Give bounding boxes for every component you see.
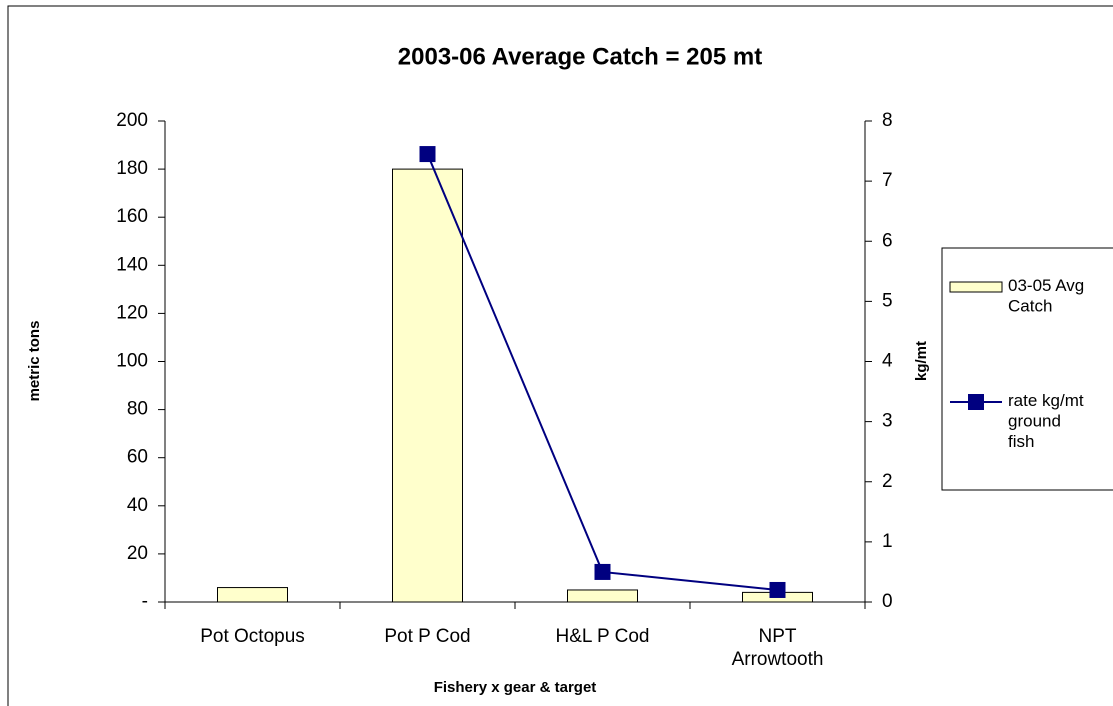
line-marker [594,563,611,580]
legend-label: rate kg/mt ground fish [1008,391,1084,451]
y2-axis-label: kg/mt [913,341,930,381]
y2-tick-label: 7 [882,170,893,191]
x-tick-label: Pot Octopus [200,626,305,647]
line-marker [419,146,436,163]
bar [392,168,463,603]
legend-label: 03-05 Avg Catch [1008,276,1084,315]
x-axis-label: Fishery x gear & target [434,679,597,696]
chart-title: 2003-06 Average Catch = 205 mt [398,43,762,70]
y2-tick-label: 0 [882,591,893,612]
y2-tick-label: 1 [882,531,893,552]
y2-tick-label: 3 [882,411,893,432]
line-marker [769,581,786,598]
y2-tick-label: 6 [882,230,893,251]
chart-border [7,5,1113,706]
y-tick-label: 180 [116,158,148,179]
x-tick-label: Pot P Cod [384,626,470,647]
x-tick-label: H&L P Cod [556,626,650,647]
y-tick-label: 20 [127,543,148,564]
y-tick-label: 60 [127,447,148,468]
bar [217,587,288,603]
bar [567,589,638,603]
x-tick-label: NPT Arrowtooth [732,626,824,670]
y2-tick-label: 8 [882,110,893,131]
y-tick-label: 160 [116,206,148,227]
y-tick-label: - [142,591,148,612]
y2-tick-label: 4 [882,351,893,372]
y-tick-label: 140 [116,254,148,275]
y-tick-label: 40 [127,495,148,516]
y-tick-label: 100 [116,351,148,372]
y-tick-label: 120 [116,302,148,323]
legend-marker [968,394,984,410]
y-tick-label: 200 [116,110,148,131]
y-axis-label: metric tons [26,321,43,402]
y-tick-label: 80 [127,399,148,420]
y2-tick-label: 2 [882,471,893,492]
legend-swatch [949,281,1003,293]
y2-tick-label: 5 [882,290,893,311]
